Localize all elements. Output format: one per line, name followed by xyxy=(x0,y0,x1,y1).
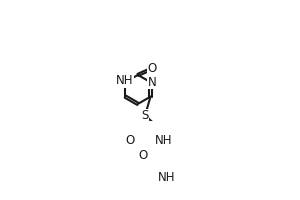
Text: O: O xyxy=(125,134,135,147)
Text: O: O xyxy=(148,62,157,75)
Text: O: O xyxy=(139,149,148,162)
Text: N: N xyxy=(148,76,157,89)
Text: NH: NH xyxy=(158,171,175,184)
Text: S: S xyxy=(141,109,149,122)
Text: NH: NH xyxy=(155,134,172,147)
Text: NH: NH xyxy=(116,74,134,87)
